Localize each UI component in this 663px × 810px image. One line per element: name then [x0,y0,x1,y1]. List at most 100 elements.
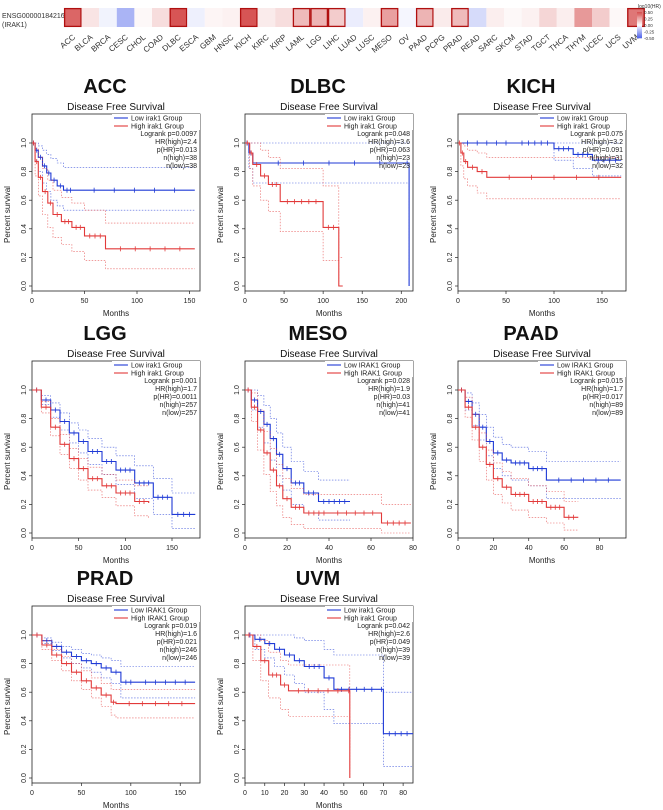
y-axis-label: Percent survival [3,678,12,735]
legend-swatch [637,13,642,15]
y-tick-label: 0.6 [447,195,454,205]
legend-swatch [637,14,642,17]
km-panel-paad: PAAD Disease Free Survival 0.0 0.2 0.4 0.6 0.8… [426,323,636,565]
x-tick-label: 100 [131,298,143,305]
x-axis-label: Months [103,309,129,318]
x-tick-label: 50 [340,790,348,797]
y-tick-label: 0.0 [234,281,241,291]
heatmap-label-meso: MESO [370,33,394,55]
stat-line: n(high)=38 [163,155,197,162]
x-axis-label: Months [316,556,342,565]
panel-title: MESO [288,323,348,345]
heatmap-cell-pcpg [433,8,452,27]
y-tick-label: 1.0 [447,138,454,148]
stat-line: n(high)=39 [376,647,410,654]
y-tick-label: 0.4 [447,224,454,234]
y-tick-label: 0.8 [234,659,241,669]
heatmap-significance-box [239,7,258,28]
plot-subtitle: Disease Free Survival [67,594,165,605]
km-panel-dlbc: DLBC Disease Free Survival 0.0 0.2 0.4 0.6 0.8… [213,76,423,318]
y-tick-label: 0.2 [234,252,241,262]
heatmap-significance-box [327,7,346,28]
y-tick-label: 1.0 [234,385,241,395]
km-plot: Disease Free Survival 0.0 0.2 0.4 0.6 0.8 1.0 0… [216,102,414,318]
stat-line: HR(high)=1.6 [155,631,197,638]
stat-line: n(low)=89 [592,410,623,417]
stat-line: HR(high)=3.6 [368,139,410,146]
x-tick-label: 20 [281,790,289,797]
stat-line: p(HR)=0.049 [370,639,410,646]
high-group-survival-curve [245,634,351,778]
x-tick-label: 50 [280,298,288,305]
heatmap-cell-ov [398,8,416,27]
heatmap-cell-acc [64,8,82,27]
stat-line: Logrank p=0.001 [144,378,197,385]
heatmap-cell-esca [187,8,205,27]
low-group-ci-upper [245,389,350,481]
heatmap-cell-laml [292,8,311,27]
y-tick-label: 0.0 [234,528,241,538]
plot-area [245,140,410,287]
heatmap-label-ucec: UCEC [582,32,605,54]
heatmap-cell-gbm [204,8,223,27]
x-tick-label: 0 [30,790,34,797]
stat-line: Logrank p=0.075 [570,131,623,138]
legend-entry: High IRAK1 Group [557,371,615,378]
y-tick-label: 0.8 [234,167,241,177]
x-tick-label: 200 [395,298,407,305]
y-axis-label: Percent survival [3,186,12,243]
y-tick-label: 1.0 [21,138,28,148]
stat-line: n(high)=257 [159,402,197,409]
high-group-ci-upper [245,142,343,258]
y-tick-label: 1.0 [234,138,241,148]
heatmap-cell-hnsc [222,8,240,27]
low-group-ci-upper [458,389,621,462]
legend-swatch [637,35,642,37]
heatmap-cell-lihc [328,8,346,27]
plot-area [458,140,622,200]
y-tick-label: 0.0 [21,528,28,538]
legend-bg [112,361,200,377]
legend-tick-label: 0.25 [644,17,653,22]
y-tick-label: 0.4 [234,224,241,234]
legend-entry: High IRAK1 Group [344,371,402,378]
x-axis-label: Months [316,309,342,318]
plot-area [245,632,413,778]
legend-bg [325,114,413,130]
legend-bg [538,361,626,377]
high-group-ci-lower [32,142,195,270]
y-axis-label: Percent survival [429,433,438,490]
y-tick-label: 0.0 [447,528,454,538]
x-tick-label: 150 [596,298,608,305]
y-tick-label: 0.4 [234,716,241,726]
legend-entry: High IRAK1 Group [131,616,189,623]
x-tick-label: 0 [243,545,247,552]
y-tick-label: 0.6 [234,687,241,697]
heatmap-cell-kich [240,8,258,27]
y-axis-label: Percent survival [3,433,12,490]
high-group-survival-curve [32,634,196,705]
heatmap-row-label-gene: (IRAK1) [2,22,27,29]
stat-line: Logrank p=0.015 [570,378,623,385]
y-axis-label: Percent survival [216,433,225,490]
legend-swatch [637,23,642,26]
x-axis-label: Months [529,309,555,318]
heatmap-cell-ucs [609,8,628,27]
heatmap-cell-skcm [504,8,522,27]
x-tick-label: 50 [78,790,86,797]
heatmap-cell-chol [134,8,152,27]
heatmap-cell-tgct [539,8,557,27]
stat-line: n(high)=246 [159,647,197,654]
x-axis-label: Months [103,556,129,565]
stat-line: p(HR)=0.013 [157,147,197,154]
heatmap-label-skcm: SKCM [494,32,518,54]
legend-tick-label: -0.50 [644,36,655,41]
plot-subtitle: Disease Free Survival [280,102,378,113]
x-tick-label: 150 [174,790,186,797]
stat-line: HR(high)=1.7 [581,386,623,393]
plot-area [245,387,411,534]
stat-line: Logrank p=0.042 [357,623,410,630]
x-tick-label: 20 [489,545,497,552]
stat-line: Logrank p=0.0097 [140,131,197,138]
heatmap-cell-thca [556,8,575,27]
